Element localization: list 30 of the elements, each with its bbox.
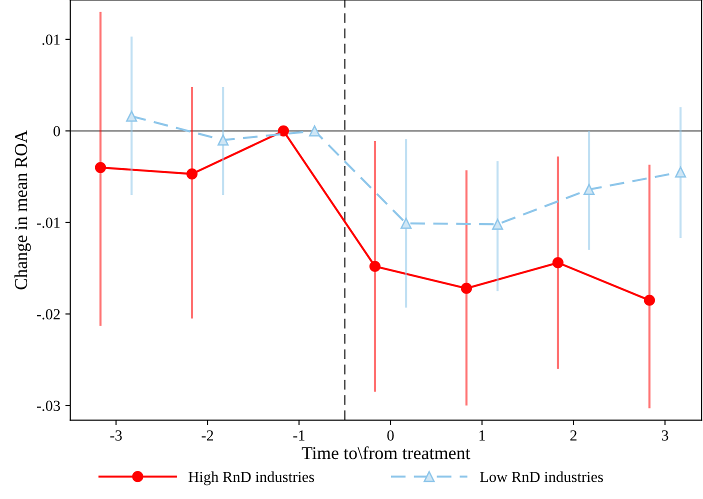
x-tick-label: 0 bbox=[387, 430, 394, 441]
point bbox=[644, 294, 655, 306]
point bbox=[492, 218, 504, 230]
point bbox=[584, 184, 595, 196]
x-tick-label: 1 bbox=[480, 430, 485, 440]
y-tick-label: -.03 bbox=[36, 400, 60, 412]
point bbox=[218, 134, 229, 146]
point bbox=[278, 125, 290, 136]
x-tick-label: -1 bbox=[293, 430, 304, 440]
point bbox=[400, 218, 412, 229]
y-tick-label: -.02 bbox=[36, 309, 60, 320]
point bbox=[186, 168, 198, 180]
point bbox=[369, 260, 381, 272]
x-tick-label: -3 bbox=[110, 430, 122, 441]
y-tick-label: 0 bbox=[54, 126, 60, 136]
point bbox=[309, 125, 320, 136]
point bbox=[126, 110, 138, 122]
point bbox=[552, 257, 564, 268]
legend-label: High RnD industries bbox=[188, 471, 314, 486]
x-tick-label: -2 bbox=[202, 430, 214, 440]
x-tick-label: 3 bbox=[662, 430, 668, 441]
point bbox=[460, 282, 472, 294]
x-tick-label: 2 bbox=[570, 430, 576, 440]
x-axis-title: Time to\from treatment bbox=[302, 446, 470, 460]
y-tick-label: .01 bbox=[42, 34, 60, 45]
y-axis-title: Change in mean ROA bbox=[14, 130, 31, 290]
legend-label: Low RnD industries bbox=[480, 471, 603, 482]
point bbox=[674, 166, 686, 178]
point bbox=[94, 162, 106, 174]
y-tick-label: -.01 bbox=[36, 218, 60, 228]
